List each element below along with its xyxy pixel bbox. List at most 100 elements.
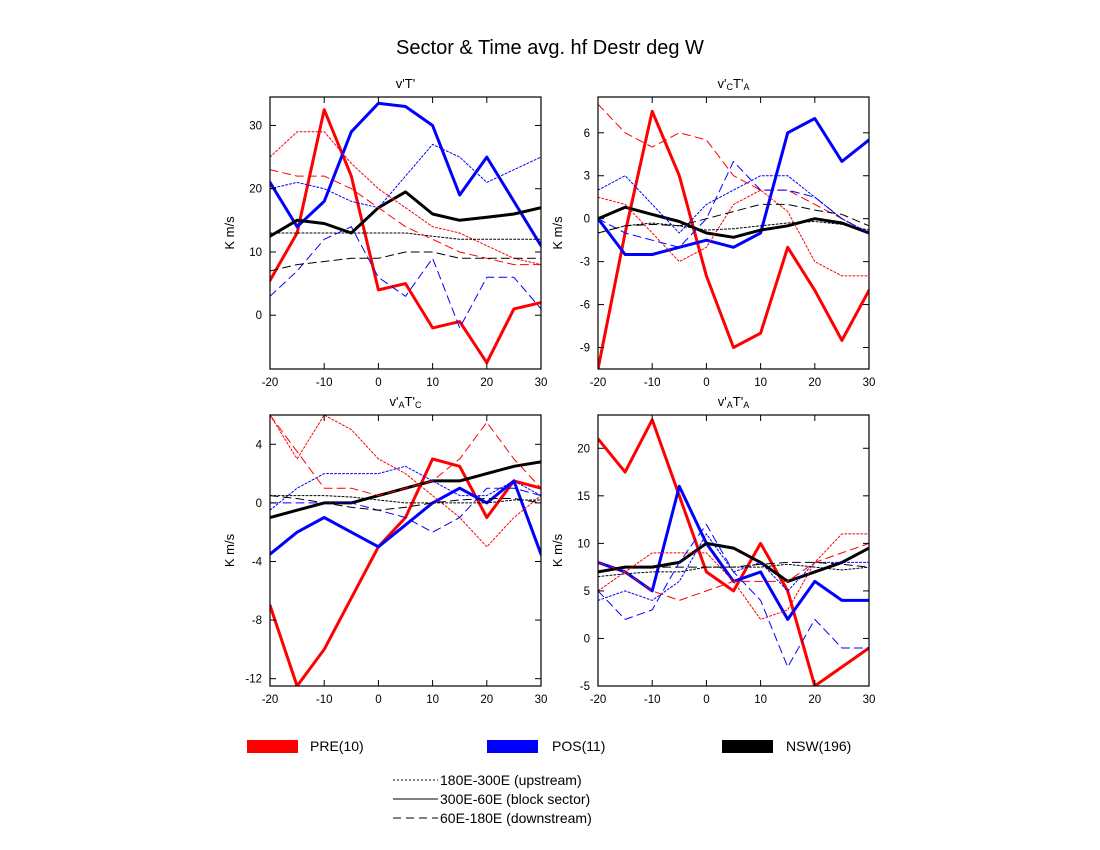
legend-color-swatch	[722, 740, 773, 753]
y-tick-label: 0	[584, 633, 590, 645]
series-line-dotted	[270, 131, 541, 266]
series-line-solid	[598, 205, 869, 239]
y-axis-label: K m/s	[222, 533, 237, 567]
y-tick-label: 0	[584, 214, 590, 226]
x-tick-label: 20	[808, 377, 821, 389]
series-line-solid	[598, 484, 869, 621]
panel-title: v'AT'A	[718, 394, 749, 410]
chart-panel-1: -20 -10 0 10 20 30 0 10 20 30 K m/s v'T'	[222, 76, 547, 389]
x-tick-label: 10	[426, 377, 439, 389]
chart-panel-2: -20 -10 0 10 20 30 -9 -6 -3 0 3 6 K m/s v'CT'A	[550, 76, 875, 389]
y-axis-label: K m/s	[550, 216, 565, 250]
series-group	[598, 418, 869, 686]
x-tick-label: 30	[535, 377, 548, 389]
legend-color-label: POS(11)	[552, 738, 605, 754]
series-line-dotted	[270, 495, 541, 504]
plot-frame	[269, 414, 542, 687]
x-tick-label: 0	[703, 377, 709, 389]
y-tick-label: -6	[580, 300, 590, 312]
series-line-dotted	[598, 175, 869, 234]
x-tick-label: -20	[590, 694, 607, 706]
series-line-dotted	[270, 465, 541, 511]
x-tick-label: 20	[808, 694, 821, 706]
legend-color-item: NSW(196)	[722, 738, 851, 754]
x-tick-label: 10	[754, 377, 767, 389]
x-tick-label: -20	[262, 694, 279, 706]
series-line-dotted	[270, 415, 541, 548]
x-tick-label: 10	[754, 694, 767, 706]
legend-style-label: 60E-180E (downstream)	[440, 810, 592, 826]
chart-panel-3: -20 -10 0 10 20 30 -12 -8 -4 0 4 K m/s v'AT'C	[222, 394, 547, 706]
legend-style-item: 180E-300E (upstream)	[393, 772, 582, 788]
x-tick-label: -10	[316, 377, 333, 389]
x-tick-label: -10	[644, 377, 661, 389]
legend-color-label: NSW(196)	[786, 738, 851, 754]
legend-color-item: POS(11)	[487, 738, 605, 754]
x-tick-label: 30	[863, 694, 876, 706]
plot-frame	[269, 96, 542, 370]
series-line-solid	[598, 117, 869, 256]
legend-style-item: 300E-60E (block sector)	[393, 791, 590, 807]
x-tick-label: -20	[590, 377, 607, 389]
plot-frame	[597, 96, 870, 370]
series-line-dashed	[270, 495, 541, 511]
series-line-dashed	[270, 415, 541, 497]
x-tick-label: 30	[535, 694, 548, 706]
y-tick-label: 0	[256, 310, 262, 322]
y-tick-label: 10	[577, 538, 590, 550]
series-line-dotted	[270, 232, 541, 240]
series-line-dashed	[270, 169, 541, 266]
series-line-solid	[270, 479, 541, 556]
x-tick-label: 0	[375, 694, 381, 706]
series-group	[270, 415, 541, 686]
series-line-dotted	[598, 221, 869, 234]
series-group	[598, 103, 869, 369]
x-tick-label: -10	[644, 694, 661, 706]
legend-color-label: PRE(10)	[310, 738, 364, 754]
series-line-dashed	[270, 251, 541, 272]
series-line-dashed	[598, 160, 869, 248]
plot-frame	[597, 414, 870, 687]
y-tick-label: 6	[584, 128, 590, 140]
legend: PRE(10) POS(11) NSW(196) 180E-300E (upstrea…	[247, 738, 851, 826]
y-tick-label: 10	[249, 247, 262, 259]
figure-title: Sector & Time avg. hf Destr deg W	[396, 37, 704, 59]
series-line-dashed	[598, 542, 869, 601]
series-line-solid	[270, 101, 541, 248]
y-tick-label: 3	[584, 171, 590, 183]
series-line-dashed	[270, 226, 541, 329]
series-line-solid	[270, 108, 541, 365]
y-tick-label: 20	[577, 443, 590, 455]
legend-style-label: 180E-300E (upstream)	[440, 772, 582, 788]
y-tick-label: -8	[252, 615, 262, 627]
x-tick-label: 30	[863, 377, 876, 389]
y-axis-label: K m/s	[222, 216, 237, 250]
y-tick-label: -12	[245, 674, 262, 686]
series-line-solid	[598, 109, 869, 369]
y-tick-label: 15	[577, 491, 590, 503]
y-tick-label: 5	[584, 586, 590, 598]
series-line-dotted	[270, 143, 541, 209]
panel-title: v'T'	[396, 76, 415, 91]
chart-panel-4: -20 -10 0 10 20 30 -5 0 5 10 15 20 K m/s v'AT'A	[550, 394, 875, 706]
x-tick-label: 0	[703, 694, 709, 706]
y-tick-label: -4	[252, 556, 263, 568]
legend-style-label: 300E-60E (block sector)	[440, 791, 590, 807]
x-tick-label: -20	[262, 377, 279, 389]
series-line-dashed	[598, 103, 869, 234]
series-group	[270, 101, 541, 365]
series-line-dashed	[598, 203, 869, 234]
x-tick-label: 20	[480, 694, 493, 706]
series-line-dashed	[598, 523, 869, 668]
series-line-dotted	[598, 189, 869, 277]
x-tick-label: -10	[316, 694, 333, 706]
y-tick-label: 20	[249, 184, 262, 196]
y-tick-label: 30	[249, 120, 262, 132]
legend-style-item: 60E-180E (downstream)	[393, 810, 592, 826]
y-tick-label: -3	[580, 257, 590, 269]
series-line-solid	[270, 190, 541, 238]
panel-title: v'AT'C	[390, 394, 422, 410]
legend-color-item: PRE(10)	[247, 738, 364, 754]
